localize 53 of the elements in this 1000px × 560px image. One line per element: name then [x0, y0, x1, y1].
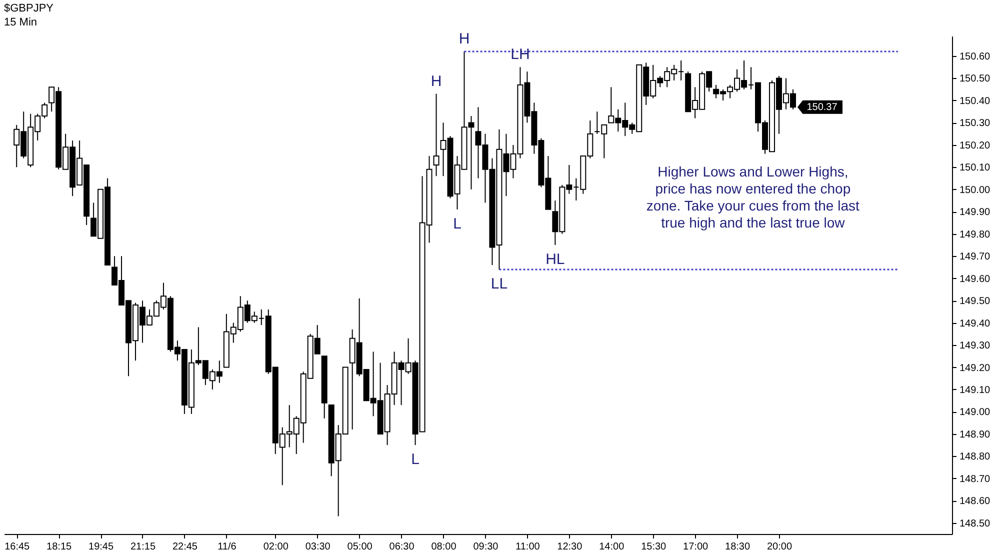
y-tick-label: 150.40 — [960, 96, 991, 107]
annotation: HL — [546, 250, 565, 268]
annotation: LH — [510, 46, 530, 64]
y-tick-label: 149.90 — [960, 207, 991, 218]
x-tick-label: 09:30 — [473, 542, 499, 552]
x-tick-label: 02:00 — [263, 542, 289, 552]
y-tick-label: 149.10 — [960, 384, 991, 396]
x-tick-label: 11:00 — [516, 542, 540, 552]
annotation: 150.37 — [806, 102, 838, 114]
annotation: LL — [490, 275, 508, 292]
x-tick-label: 18:30 — [725, 542, 750, 552]
x-tick-label: 20:00 — [766, 542, 792, 552]
chart-title: $GBPJPY — [4, 2, 54, 15]
annotation: L — [411, 451, 420, 468]
annotation: Higher Lows and Lower Highs, price has now entered the chop zone. Take your cues from the last true high and the last true low — [646, 163, 860, 230]
x-tick-label: 19:45 — [88, 542, 114, 552]
x-tick-label: 12:30 — [557, 542, 583, 552]
y-tick-label: 149.50 — [960, 296, 991, 308]
y-tick-label: 149.30 — [960, 340, 991, 352]
y-tick-label: 149.20 — [960, 362, 991, 374]
annotation: H — [458, 30, 470, 48]
y-tick-label: 148.90 — [960, 429, 991, 440]
y-tick-label: 149.60 — [960, 274, 991, 285]
y-tick-label: 150.00 — [960, 184, 991, 196]
y-tick-label: 148.60 — [960, 496, 991, 508]
y-tick-label: 150.30 — [960, 118, 991, 130]
x-tick-label: 21:15 — [130, 542, 156, 552]
y-tick-label: 150.20 — [960, 140, 991, 152]
x-tick-label: 18:15 — [46, 542, 72, 552]
y-tick-label: 150.60 — [960, 52, 991, 63]
x-tick-label: 11/6 — [218, 542, 237, 552]
y-tick-label: 149.70 — [960, 252, 991, 263]
x-tick-label: 03:30 — [305, 542, 331, 552]
y-tick-label: 150.10 — [960, 162, 991, 174]
annotation: H — [430, 72, 442, 90]
y-tick-label: 149.80 — [960, 229, 991, 240]
chart-subtitle: 15 Min — [4, 16, 38, 29]
x-tick-label: 08:00 — [431, 542, 457, 552]
x-tick-label: 06:30 — [389, 542, 415, 552]
y-tick-label: 150.50 — [960, 74, 991, 85]
y-tick-label: 149.00 — [960, 407, 991, 418]
x-tick-label: 17:00 — [683, 542, 709, 552]
y-tick-label: 148.70 — [960, 474, 991, 485]
candlestick — [433, 93, 440, 177]
x-tick-label: 16:45 — [4, 542, 30, 552]
x-tick-label: 15:30 — [641, 542, 667, 552]
x-tick-label: 22:45 — [172, 542, 198, 552]
y-tick-label: 149.40 — [960, 318, 991, 330]
x-tick-label: 14:00 — [599, 542, 625, 552]
x-tick-label: 05:00 — [347, 542, 373, 552]
annotation: L — [453, 215, 462, 232]
y-tick-label: 148.50 — [960, 518, 991, 530]
y-tick-label: 148.80 — [960, 452, 991, 463]
